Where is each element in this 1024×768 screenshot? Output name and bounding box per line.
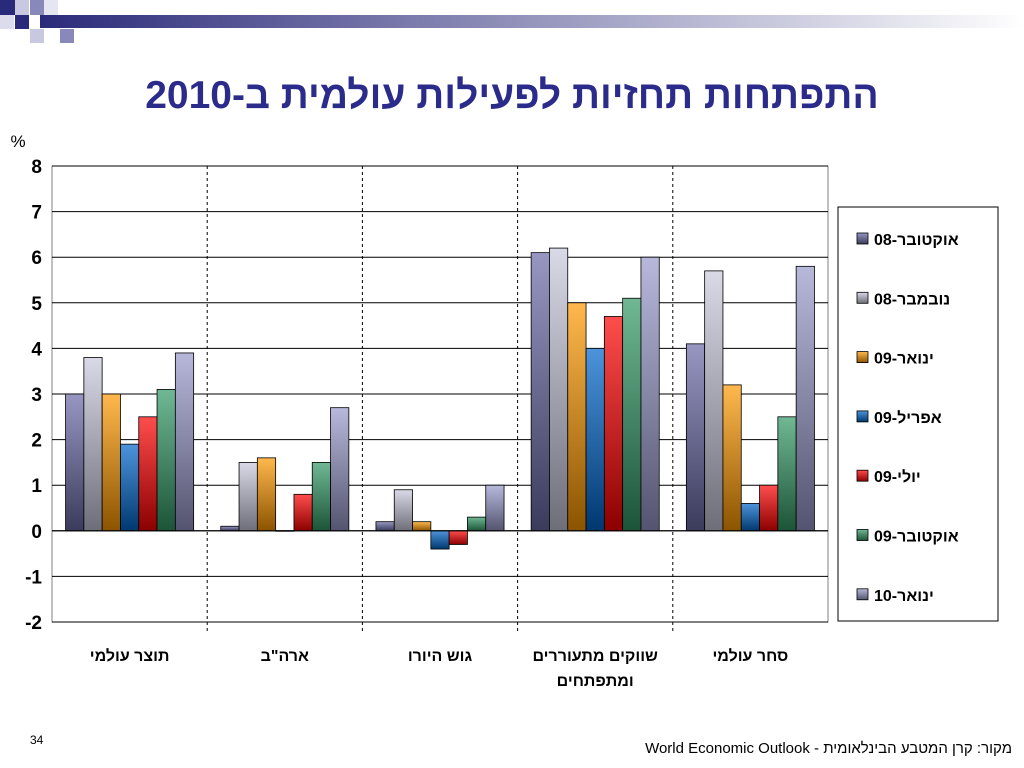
y-axis-unit: % [10, 132, 25, 151]
bar [485, 484, 505, 532]
y-tick-label: 1 [31, 476, 42, 497]
legend-label: יולי-09 [874, 468, 921, 486]
x-category-label: גוש היורו [408, 648, 473, 665]
legend-label: ינואר-09 [874, 351, 934, 368]
legend-label: אוקטובר-09 [874, 529, 959, 546]
y-tick-label: 6 [31, 248, 42, 269]
legend-label: ינואר-10 [874, 588, 934, 605]
bar [101, 393, 121, 532]
bar [722, 384, 742, 532]
bar [375, 521, 395, 532]
bar [759, 484, 779, 532]
bar [549, 247, 569, 532]
legend-swatch [856, 291, 869, 304]
y-tick-label: 8 [31, 157, 42, 178]
decorative-header-squares [0, 0, 1024, 43]
y-tick-label: 2 [31, 431, 42, 452]
bar [83, 357, 103, 532]
bar [585, 347, 605, 532]
x-category-label: תוצר עולמי [90, 647, 170, 665]
slide-number: 34 [30, 733, 44, 747]
bar [311, 461, 331, 532]
bar [256, 457, 277, 532]
y-tick-label: -2 [25, 613, 42, 634]
bar [467, 516, 487, 532]
bar [120, 443, 140, 532]
legend-swatch [856, 469, 869, 482]
bar [448, 530, 468, 545]
bar [640, 256, 660, 532]
bar [567, 302, 587, 532]
bar [412, 521, 432, 532]
y-tick-label: 0 [31, 522, 42, 543]
y-tick-label: -1 [25, 567, 42, 588]
legend-swatch [856, 529, 869, 541]
x-category-label: שווקים מתעוררים ומתפתחים [532, 648, 658, 690]
x-category-label: ארה"ב [261, 648, 309, 665]
bar [740, 503, 760, 532]
bar [220, 525, 240, 532]
legend-label: אפריל-09 [874, 409, 942, 427]
bar [777, 416, 797, 532]
source-note: מקור: קרן המטבע הבינלאומית - World Econo… [645, 740, 1012, 757]
y-tick-label: 3 [31, 385, 42, 406]
y-tick-label: 4 [31, 339, 42, 360]
bar [65, 393, 85, 532]
legend-swatch [856, 588, 869, 601]
bar [330, 407, 350, 532]
bar [603, 316, 624, 532]
bar [430, 530, 450, 550]
y-tick-label: 5 [31, 294, 42, 315]
legend-swatch [856, 410, 869, 423]
bar [293, 493, 313, 532]
bar [174, 352, 195, 532]
legend-label: נובמבר-08 [874, 291, 950, 308]
bar [393, 489, 413, 532]
bar [622, 297, 642, 532]
bar [530, 252, 550, 532]
bar [238, 461, 258, 532]
legend-label: אוקטובר-08 [874, 232, 959, 249]
y-tick-label: 7 [31, 203, 42, 224]
legend-swatch [856, 232, 869, 245]
legend-swatch [856, 351, 869, 364]
bar [685, 343, 706, 532]
bar [795, 265, 815, 532]
bar [138, 416, 158, 532]
bar [156, 389, 176, 532]
slide-title: התפתחות תחזיות לפעילות עולמית ב-2010 [145, 74, 879, 117]
bar [704, 270, 724, 532]
x-category-label: סחר עולמי [712, 647, 788, 665]
